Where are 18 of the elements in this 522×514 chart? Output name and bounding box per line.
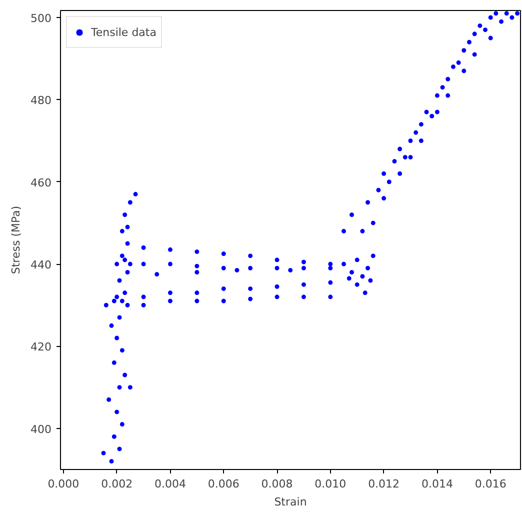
y-tick-label: 420 [30,340,52,354]
x-tick-label: 0.002 [101,478,133,490]
y-tick-label: 460 [30,176,52,190]
y-tick-label: 480 [30,94,52,108]
x-tick-label: 0.000 [48,478,80,490]
x-tick-label: 0.008 [261,478,293,490]
x-axis-title: Strain [274,496,307,508]
x-tick-label: 0.006 [208,478,240,490]
x-tick-label: 0.004 [154,478,186,490]
x-tick-label: 0.012 [368,478,400,490]
y-axis-title: Stress (MPa) [10,206,23,274]
y-tick-label: 400 [30,422,52,436]
y-tick-label: 500 [30,12,52,25]
x-tick-label: 0.016 [474,478,506,490]
legend-label: Tensile data [91,26,156,38]
y-tick-label: 440 [30,258,52,272]
x-tick-label: 0.014 [421,478,453,490]
x-tick-label: 0.010 [314,478,346,490]
